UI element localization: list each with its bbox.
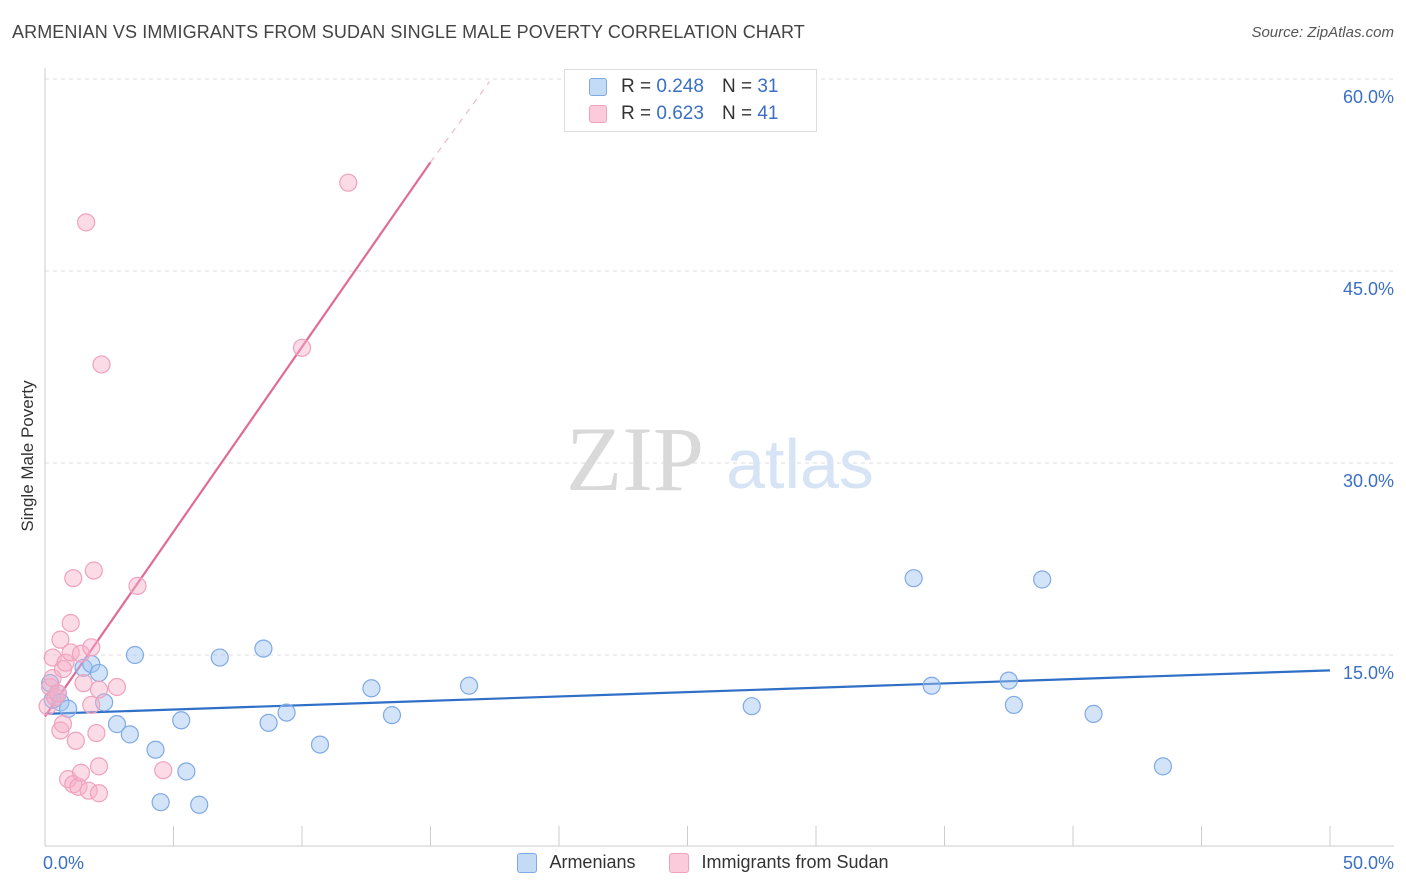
armenians-point	[922, 676, 941, 695]
armenians-point	[1033, 570, 1052, 589]
watermark-zip: ZIP	[566, 408, 704, 510]
legend-item-armenians[interactable]: Armenians	[517, 852, 635, 873]
sudan-point	[339, 173, 358, 192]
armenians-point	[742, 697, 761, 716]
n-label: N =	[721, 76, 753, 97]
sudan-point	[51, 630, 70, 649]
sudan-point	[66, 731, 85, 750]
armenians-point	[254, 639, 273, 658]
y-axis-label: Single Male Poverty	[18, 380, 37, 532]
data-points	[38, 173, 1173, 814]
sudan-legend-label: Immigrants from Sudan	[701, 852, 889, 872]
y-tick-label: 15.0%	[1343, 663, 1394, 683]
sudan-point	[56, 653, 75, 672]
sudan-point	[92, 355, 111, 374]
legend-row-armenians: R = 0.248 N = 31	[589, 76, 778, 98]
n-value: 41	[757, 103, 779, 124]
sudan-point	[82, 695, 101, 715]
sudan-point	[53, 715, 73, 734]
y-tick-label: 60.0%	[1343, 87, 1394, 107]
armenians-point	[172, 711, 191, 730]
sudan-point	[48, 684, 67, 703]
sudan-swatch	[589, 105, 607, 123]
armenians-swatch	[589, 78, 607, 96]
armenians-point	[999, 671, 1018, 690]
x-tick-label-max: 50.0%	[1343, 853, 1394, 873]
armenians-point	[151, 793, 170, 812]
armenians-legend-label: Armenians	[549, 852, 636, 872]
sudan-trend-extension	[430, 81, 491, 163]
sudan-point	[61, 613, 80, 633]
legend-item-sudan[interactable]: Immigrants from Sudan	[669, 852, 889, 873]
r-label: R =	[621, 103, 652, 124]
sudan-point	[69, 777, 88, 796]
armenians-point	[146, 740, 165, 759]
axes	[44, 68, 1394, 847]
sudan-point	[64, 569, 83, 588]
tick-labels: 15.0% 30.0% 45.0% 60.0% 0.0% 50.0%	[43, 87, 1394, 873]
sudan-point	[128, 576, 147, 595]
r-value: 0.623	[656, 103, 704, 124]
armenians-point	[1153, 757, 1173, 776]
sudan-legend-swatch	[669, 852, 690, 873]
armenians-legend-swatch	[517, 852, 538, 873]
r-label: R =	[621, 76, 652, 97]
armenians-point	[310, 735, 330, 754]
armenians-point	[1084, 704, 1103, 723]
sudan-point	[84, 561, 103, 580]
armenians-point	[177, 762, 196, 781]
sudan-point	[154, 761, 173, 780]
correlation-legend: R = 0.248 N = 31 R = 0.623 N = 41	[564, 69, 817, 132]
n-value: 31	[757, 76, 779, 97]
sudan-point	[89, 784, 109, 803]
sudan-point	[71, 644, 91, 663]
n-label: N =	[721, 103, 753, 124]
armenians-point	[362, 679, 381, 698]
r-value: 0.248	[656, 76, 704, 97]
sudan-point	[71, 763, 91, 782]
y-tick-label: 45.0%	[1343, 279, 1394, 299]
source-label: Source: ZipAtlas.com	[1251, 24, 1394, 41]
sudan-point	[107, 677, 127, 697]
sudan-point	[87, 723, 106, 743]
armenians-point	[459, 676, 479, 695]
sudan-point	[89, 757, 109, 776]
legend-row-sudan: R = 0.623 N = 41	[589, 103, 778, 125]
armenians-point	[89, 663, 109, 683]
watermark: ZIP atlas	[566, 408, 874, 510]
watermark-atlas: atlas	[726, 425, 874, 503]
armenians-point	[382, 706, 402, 725]
sudan-trend-line	[44, 161, 432, 718]
y-tick-label: 30.0%	[1343, 471, 1394, 491]
chart-title: ARMENIAN VS IMMIGRANTS FROM SUDAN SINGLE…	[12, 22, 805, 42]
armenians-point	[277, 703, 296, 722]
armenians-point	[259, 713, 278, 732]
sudan-point	[292, 338, 312, 357]
series-legend: Armenians Immigrants from Sudan	[0, 852, 1406, 873]
trend-lines	[44, 81, 1331, 718]
armenians-point	[125, 645, 145, 665]
armenians-point	[1004, 695, 1023, 715]
grid-lines	[45, 78, 1394, 656]
sudan-point	[77, 213, 96, 232]
armenians-trend-line	[44, 669, 1331, 715]
armenians-point	[107, 715, 127, 734]
x-tick-label-min: 0.0%	[43, 853, 84, 873]
armenians-point	[120, 725, 139, 744]
sudan-point	[74, 674, 93, 693]
sudan-point	[82, 638, 101, 657]
armenians-point	[190, 795, 209, 814]
armenians-point	[904, 569, 923, 588]
sudan-point	[89, 680, 109, 699]
armenians-point	[210, 648, 229, 667]
